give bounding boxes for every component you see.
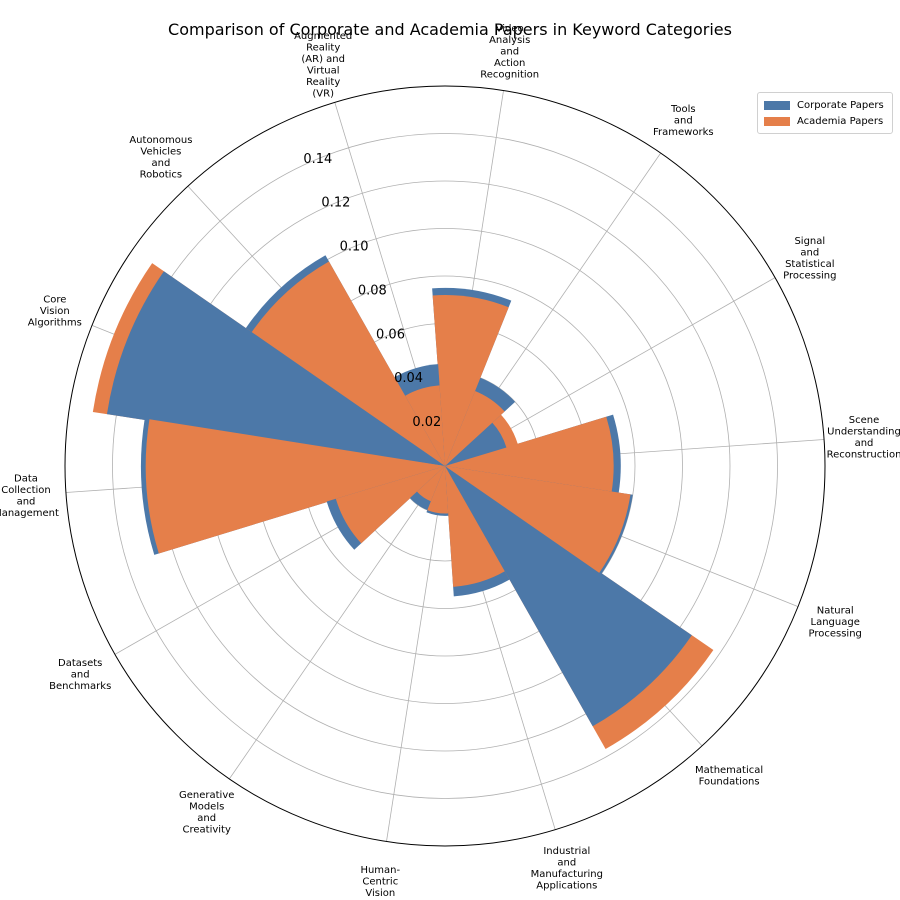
radial-tick-labels: 0.02 0.04 0.06 0.08 0.10 0.12 0.14 [303,152,441,430]
legend-item-corporate: Corporate Papers [764,97,886,113]
legend-swatch-academia [764,116,790,126]
bars [92,255,714,749]
category-label: Signal and Statistical Processing [783,236,836,282]
bar-academia-8 [145,419,446,554]
bar-academia-4 [432,295,509,466]
category-label: Autonomous Vehicles and Robotics [129,135,192,181]
legend-item-academia: Academia Papers [764,113,886,129]
category-label: Generative Models and Creativity [179,790,234,836]
category-label: Tools and Frameworks [653,104,714,138]
chart-title: Comparison of Corporate and Academia Pap… [168,20,732,39]
category-label: Scene Understanding and Reconstruction [827,415,900,461]
bar-corporate-7 [106,271,445,466]
bar-academia-11 [427,466,449,514]
radial-tick-label: 0.02 [412,415,441,430]
category-label: DataCollectionandManagement [0,474,59,520]
category-label: Mathematical Foundations [695,765,763,788]
radial-tick-label: 0.04 [394,371,423,386]
radial-tick-label: 0.08 [358,284,387,299]
grid-spoke-11 [386,465,446,842]
bar-corporate-13 [445,466,692,727]
radial-tick-label: 0.06 [376,327,405,342]
bar-academia-10 [416,466,445,502]
category-label: Datasets and Benchmarks [49,658,111,692]
category-label: Industrial and Manufacturing Applications [531,846,603,892]
category-label: Human-Centric Vision [360,865,400,899]
grid-circle-7 [112,133,778,799]
bar-academia-9 [335,466,445,544]
bar-academia-6 [251,261,445,466]
radial-tick-label: 0.10 [340,240,369,255]
polar-frame [64,85,826,847]
bar-academia-12 [445,466,506,587]
category-label: Natural Language Processing [808,605,861,639]
radial-tick-label: 0.12 [321,196,350,211]
legend-label-academia: Academia Papers [797,115,884,127]
legend-label-corporate: Corporate Papers [797,99,884,111]
bar-corporate-2 [445,422,507,466]
radial-tick-label: 0.14 [303,152,332,167]
bar-academia-14 [445,466,631,573]
category-label: Core Vision Algorithms [28,295,82,329]
legend-swatch-corporate [764,100,790,110]
category-labels: Scene Understanding and Reconstruction Signa… [0,24,900,900]
bar-academia-1 [445,416,614,493]
category-label: Augmented Reality (AR) and Virtual Reality (V… [294,31,352,100]
category-label: Video Analysis and Action Recognition [480,24,539,81]
bar-academia-5 [404,385,445,466]
bar-academia-3 [445,390,505,466]
grid-spoke-10 [229,465,446,780]
legend: Corporate Papers Academia Papers [757,92,893,134]
